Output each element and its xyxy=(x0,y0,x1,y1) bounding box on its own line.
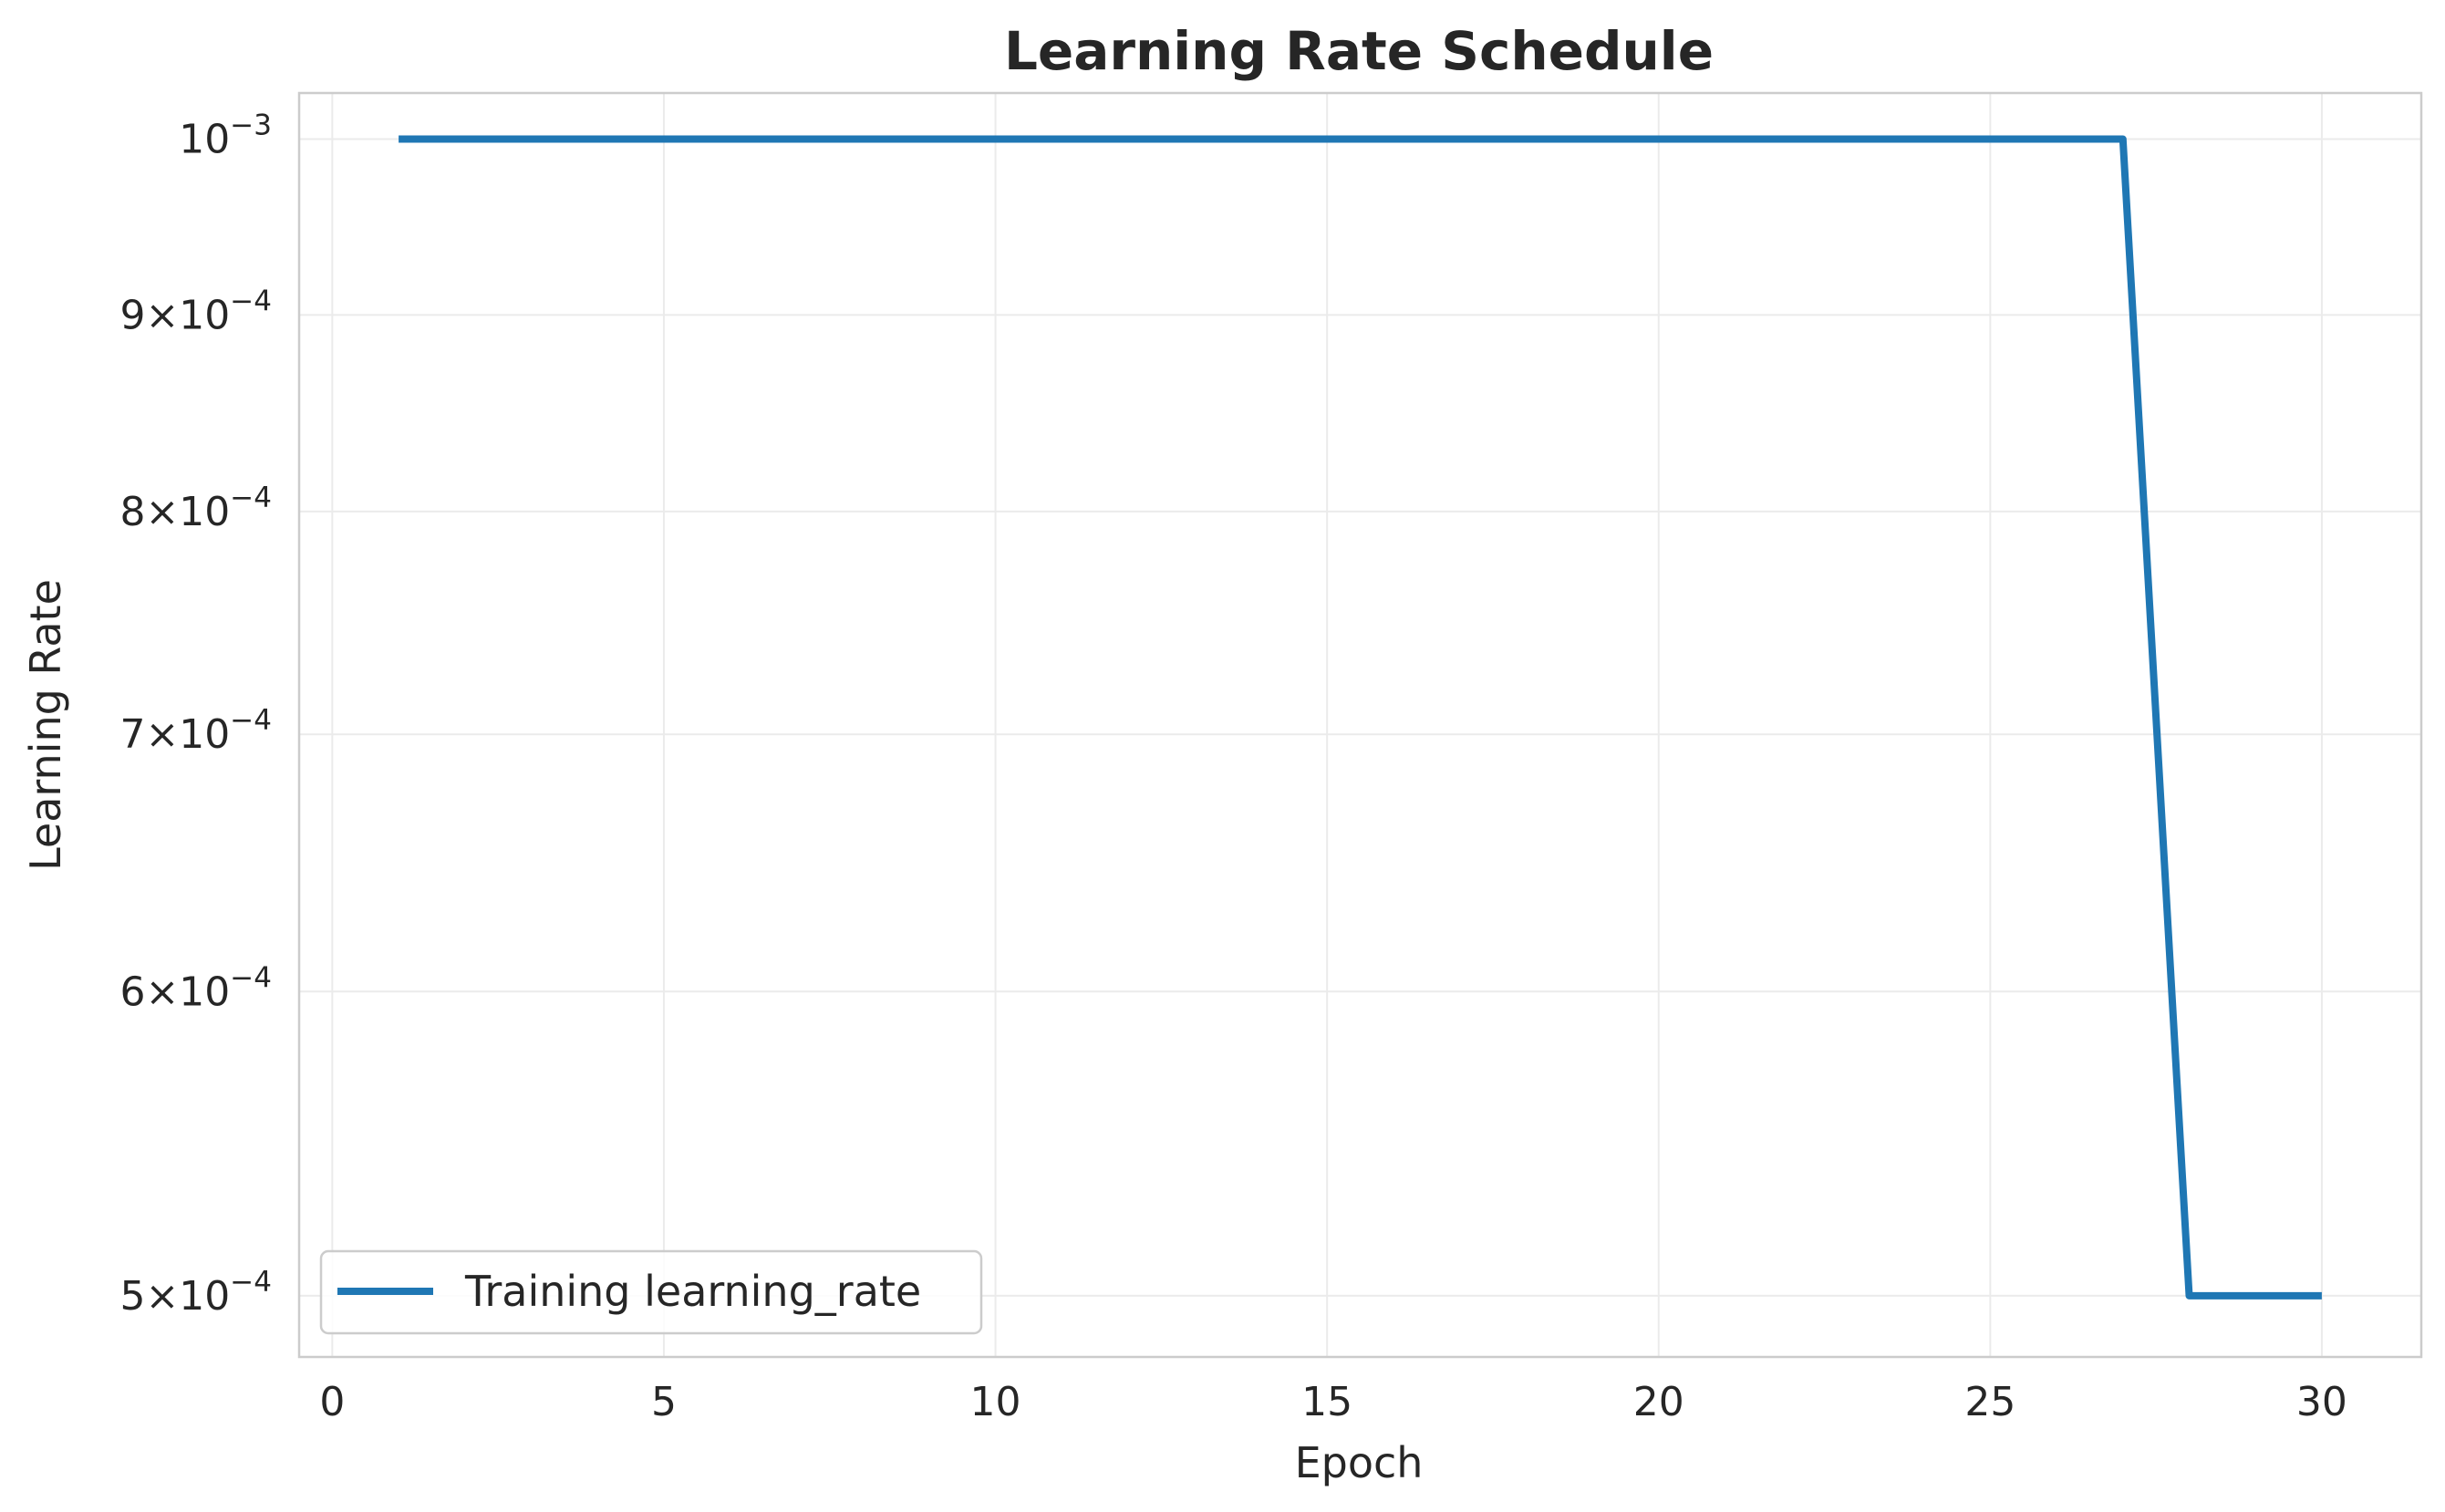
x-tick-label: 20 xyxy=(1633,1379,1684,1425)
y-tick-mantissa: 5 xyxy=(119,1273,145,1320)
y-tick-mantissa: 9 xyxy=(119,292,145,338)
plot-frame xyxy=(297,91,2423,1359)
y-tick-label: 7×10−4 xyxy=(119,704,272,758)
series-layer xyxy=(399,135,2322,1300)
y-tick-exponent: −4 xyxy=(230,704,272,737)
y-tick-exponent: −4 xyxy=(230,482,272,514)
x-tick-label: 25 xyxy=(1964,1379,2015,1425)
x-tick-label: 30 xyxy=(2296,1379,2347,1425)
x-tick-labels: 0 5 10 15 20 25 30 xyxy=(319,1379,2347,1425)
y-tick-label: 5×10−4 xyxy=(119,1266,272,1320)
x-tick-label: 0 xyxy=(319,1379,345,1425)
y-tick-mantissa: 7 xyxy=(119,711,145,758)
y-tick-times: ×10 xyxy=(145,1273,230,1320)
y-tick-times: ×10 xyxy=(145,489,230,535)
y-tick-mantissa: 6 xyxy=(119,968,145,1015)
y-tick-exponent: −3 xyxy=(230,109,272,142)
y-tick-label: 6×10−4 xyxy=(119,961,272,1015)
x-tick-label: 10 xyxy=(970,1379,1021,1425)
x-tick-label: 5 xyxy=(651,1379,677,1425)
y-tick-exponent: −4 xyxy=(230,961,272,994)
y-tick-times: ×10 xyxy=(145,711,230,758)
y-tick-mantissa: 8 xyxy=(119,489,145,535)
y-tick-times: ×10 xyxy=(145,292,230,338)
legend: Training learning_rate xyxy=(319,1249,983,1335)
y-axis-label: Learning Rate xyxy=(21,579,70,871)
y-tick-exponent: −4 xyxy=(230,285,272,317)
y-tick-base: 10 xyxy=(179,117,230,163)
series-line-0 xyxy=(399,135,2322,1300)
y-tick-times: ×10 xyxy=(145,968,230,1015)
y-tick-label: 10−3 xyxy=(179,109,272,163)
x-axis-label: Epoch xyxy=(1295,1438,1424,1487)
y-tick-label: 9×10−4 xyxy=(119,285,272,338)
chart-title: Learning Rate Schedule xyxy=(1004,20,1714,82)
x-tick-label: 15 xyxy=(1301,1379,1352,1425)
y-tick-label: 8×10−4 xyxy=(119,482,272,535)
legend-box xyxy=(319,1249,983,1335)
legend-entry-label: Training learning_rate xyxy=(464,1267,921,1316)
y-tick-exponent: −4 xyxy=(230,1266,272,1299)
y-tick-labels: 10−39×10−48×10−47×10−46×10−45×10−4 xyxy=(119,109,272,1320)
